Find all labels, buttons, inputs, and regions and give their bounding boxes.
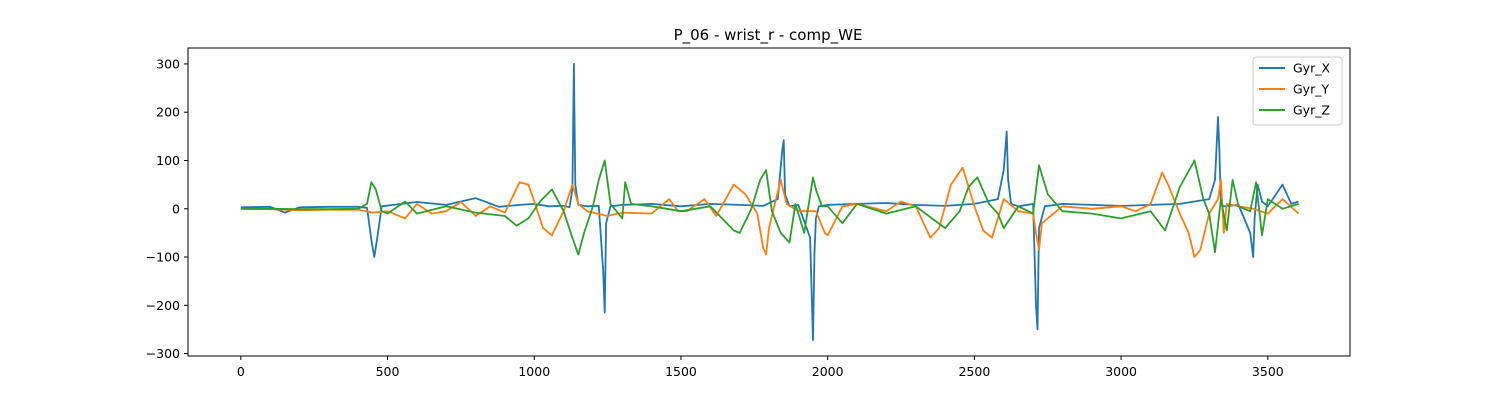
legend-label-gyr-y: Gyr_Y	[1293, 82, 1329, 97]
x-tick-label: 1000	[518, 364, 550, 379]
series-line-gyr-y	[240, 166, 1300, 258]
x-axis: 0 500 1000 1500 2000 2500 3000 3500	[237, 356, 1284, 379]
x-tick-label: 500	[376, 364, 400, 379]
x-tick-label: 3500	[1252, 364, 1284, 379]
y-tick-label: −300	[146, 346, 180, 361]
y-tick-label: −200	[146, 298, 180, 313]
y-tick-label: 100	[156, 153, 180, 168]
series-layer	[240, 63, 1300, 342]
y-tick-label: 300	[156, 56, 180, 71]
y-tick-label: 0	[172, 201, 180, 216]
legend-label-gyr-x: Gyr_X	[1293, 61, 1330, 76]
y-tick-label: 200	[156, 105, 180, 120]
x-tick-label: 0	[237, 364, 245, 379]
plot-frame	[187, 47, 1351, 357]
x-tick-label: 2000	[812, 364, 844, 379]
legend-box	[1252, 56, 1343, 126]
legend: Gyr_X Gyr_Y Gyr_Z	[1252, 56, 1343, 126]
legend-label-gyr-z: Gyr_Z	[1293, 103, 1330, 118]
chart-title: P_06 - wrist_r - comp_WE	[674, 26, 863, 45]
series-line-gyr-x	[240, 63, 1299, 342]
y-tick-label: −100	[146, 250, 180, 265]
x-tick-label: 3000	[1105, 364, 1137, 379]
x-tick-label: 2500	[958, 364, 990, 379]
y-axis: −300 −200 −100 0 100 200 300	[146, 56, 188, 361]
x-tick-label: 1500	[665, 364, 697, 379]
series-line-gyr-z	[240, 159, 1299, 256]
